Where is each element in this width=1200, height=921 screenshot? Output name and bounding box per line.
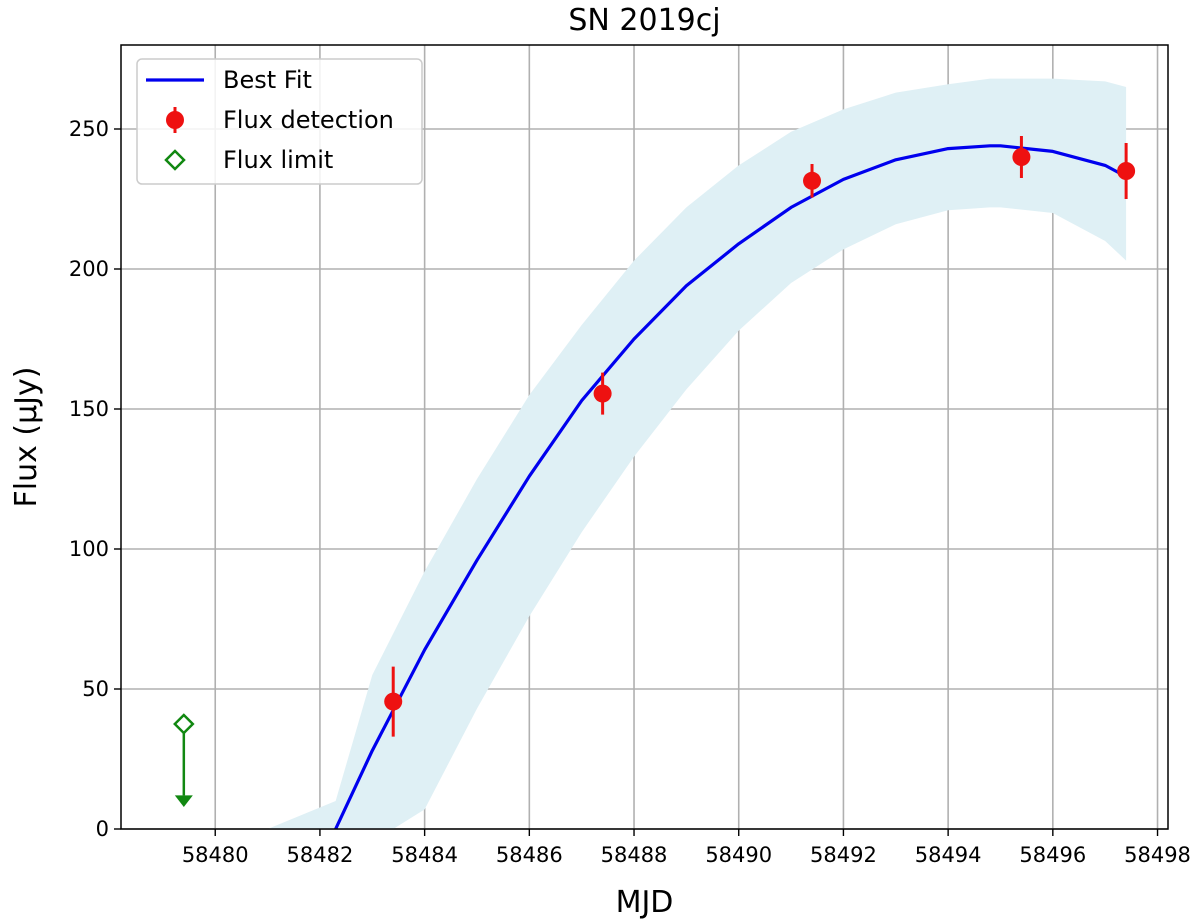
- x-tick-label: 58496: [1019, 843, 1086, 867]
- detection-point: [384, 692, 403, 711]
- x-tick-label: 58482: [287, 843, 354, 867]
- y-tick-label: 250: [69, 117, 109, 141]
- axis-ticks: 58480 58482 58484 58486 58488 58490 58492 58494…: [69, 117, 1191, 867]
- x-tick-label: 58492: [810, 843, 877, 867]
- x-tick-label: 58498: [1124, 843, 1191, 867]
- detection-point: [593, 384, 612, 403]
- legend: Best Fit Flux detection Flux limit: [136, 58, 423, 185]
- y-tick-label: 0: [96, 817, 109, 841]
- legend-label: Best Fit: [223, 66, 312, 94]
- best-fit-line: [334, 144, 1127, 830]
- x-axis-label: MJD: [616, 885, 674, 920]
- x-tick-label: 58490: [705, 843, 772, 867]
- legend-label: Flux limit: [223, 146, 333, 174]
- data-points: [173, 136, 1136, 807]
- x-tick-label: 58494: [915, 843, 982, 867]
- x-tick-label: 58484: [391, 843, 458, 867]
- fit-uncertainty-band: [267, 78, 1127, 830]
- chart-title: SN 2019cj: [568, 3, 720, 38]
- fit-band-area: [267, 78, 1127, 830]
- detection-point: [1117, 162, 1136, 180]
- legend-point-swatch: [166, 111, 184, 129]
- x-tick-label: 58486: [496, 843, 563, 867]
- y-tick-label: 200: [69, 257, 109, 281]
- x-tick-label: 58480: [182, 843, 249, 867]
- detection-point: [803, 171, 822, 190]
- y-tick-label: 150: [69, 397, 109, 421]
- detection-point: [1012, 148, 1031, 166]
- best-fit-line-group: [334, 144, 1127, 830]
- limit-arrow-head: [174, 795, 193, 807]
- legend-box: [136, 58, 423, 185]
- legend-limit-swatch: [164, 149, 186, 171]
- y-tick-label: 50: [82, 677, 109, 701]
- y-axis-label: Flux (μJy): [9, 367, 44, 508]
- legend-label: Flux detection: [223, 106, 394, 134]
- limit-marker: [173, 713, 195, 735]
- y-tick-label: 100: [69, 537, 109, 561]
- x-tick-label: 58488: [601, 843, 668, 867]
- plot-area-frame: [120, 44, 1169, 830]
